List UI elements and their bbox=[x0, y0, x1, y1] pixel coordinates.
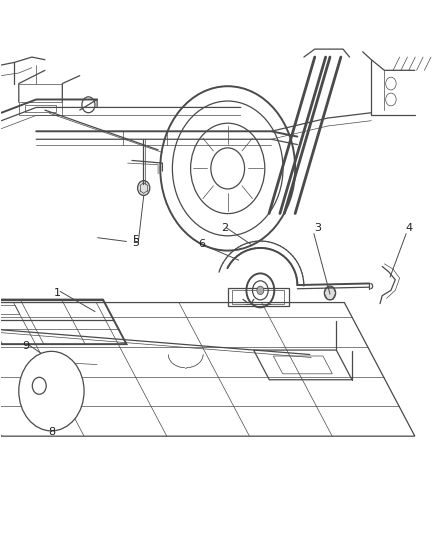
Text: 9: 9 bbox=[22, 341, 29, 351]
Circle shape bbox=[19, 351, 84, 431]
Text: 4: 4 bbox=[405, 223, 413, 233]
Circle shape bbox=[138, 181, 150, 196]
Text: 3: 3 bbox=[314, 223, 321, 233]
Circle shape bbox=[324, 286, 336, 300]
Text: 1: 1 bbox=[53, 288, 60, 297]
Circle shape bbox=[257, 286, 264, 295]
Text: 5: 5 bbox=[98, 238, 139, 248]
Text: 6: 6 bbox=[198, 239, 205, 249]
Text: 5: 5 bbox=[132, 235, 139, 245]
Text: 2: 2 bbox=[221, 223, 228, 233]
Text: 8: 8 bbox=[48, 426, 56, 437]
